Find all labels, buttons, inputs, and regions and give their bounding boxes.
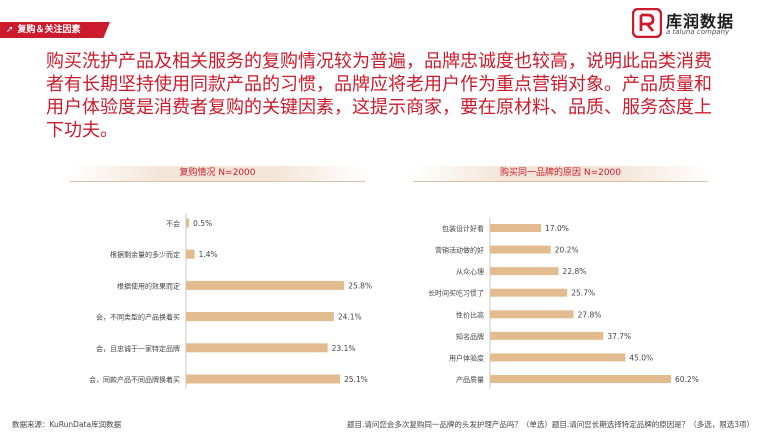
- chart-title-repurchase: 复购情况 N=2000: [70, 166, 365, 182]
- category-label: 不会: [166, 219, 180, 228]
- logo-mark-icon: [632, 8, 662, 38]
- category-label: 用户体验度: [449, 353, 484, 362]
- data-source: 数据来源：KuRunData库润数据: [12, 420, 122, 429]
- bar: [490, 375, 671, 383]
- headline: 购买洗护产品及相关服务的复购情况较为普遍，品牌忠诚度也较高，说明此品类消费者有长…: [46, 51, 712, 141]
- value-label: 24.1%: [338, 313, 362, 322]
- bar: [186, 218, 190, 228]
- category-label: 从众心理: [456, 268, 484, 276]
- value-label: 20.2%: [555, 246, 579, 255]
- value-label: 45.0%: [629, 353, 653, 362]
- bar: [490, 288, 568, 297]
- value-label: 37.7%: [607, 332, 631, 341]
- reasons-bar-chart: 包装设计好看 17.0% 营销活动做的好 20.2% 从众心理 22.8% 长时间买吃习惯了…: [428, 218, 699, 389]
- value-label: 25.8%: [348, 281, 372, 290]
- bar: [186, 249, 195, 259]
- bar: [186, 374, 340, 384]
- category-label: 性价比高: [456, 310, 484, 319]
- value-label: 1.4%: [199, 250, 218, 259]
- repurchase-bar-chart: 不会 0.5% 根据剩余量的多少而定 1.4% 根据使用的效果而定 25.8% 会，不同类型…: [89, 213, 372, 389]
- bar: [186, 280, 345, 290]
- bar: [490, 224, 542, 232]
- logo-name: 库润数据: [666, 12, 735, 31]
- category-label: 知名品牌: [456, 332, 484, 341]
- category-label: 会，同款产品不同品牌换着买: [89, 375, 180, 384]
- bar: [490, 245, 551, 254]
- value-label: 25.7%: [571, 289, 595, 298]
- bar: [490, 310, 574, 319]
- logo-subtitle: a taluna company: [666, 28, 730, 36]
- arrow-icon: ➚: [6, 25, 14, 35]
- category-label: 根据剩余量的多少而定: [110, 250, 180, 259]
- bar: [490, 331, 604, 340]
- bar: [186, 312, 334, 322]
- bar: [490, 267, 559, 276]
- value-label: 22.8%: [563, 267, 587, 276]
- bar: [186, 343, 328, 353]
- value-label: 27.8%: [578, 310, 602, 319]
- question-note: 题目.请问您会多次复购同一品牌的头发护理产品吗？（单选）题目.请问您长期选择特定…: [346, 420, 754, 429]
- category-label: 根据使用的效果而定: [117, 281, 180, 290]
- section-tag: ➚ 复购＆关注因素: [0, 22, 110, 38]
- value-label: 0.5%: [193, 219, 212, 228]
- category-label: 会，不同类型的产品换着买: [96, 313, 180, 322]
- chart-title-reasons: 购买同一品牌的原因 N=2000: [413, 166, 708, 182]
- value-label: 25.1%: [344, 375, 368, 384]
- value-label: 17.0%: [545, 224, 569, 233]
- bar: [490, 353, 626, 362]
- brand-logo: 库润数据 a taluna company: [632, 6, 752, 40]
- value-label: 23.1%: [332, 344, 356, 353]
- category-label: 长时间买吃习惯了: [428, 289, 484, 298]
- value-label: 60.2%: [675, 375, 699, 384]
- category-label: 包装设计好看: [442, 224, 484, 233]
- section-tag-label: 复购＆关注因素: [17, 25, 81, 35]
- category-label: 会，且忠诚于一家特定品牌: [96, 344, 180, 353]
- category-label: 营销活动做的好: [435, 246, 484, 255]
- category-label: 产品质量: [456, 375, 484, 384]
